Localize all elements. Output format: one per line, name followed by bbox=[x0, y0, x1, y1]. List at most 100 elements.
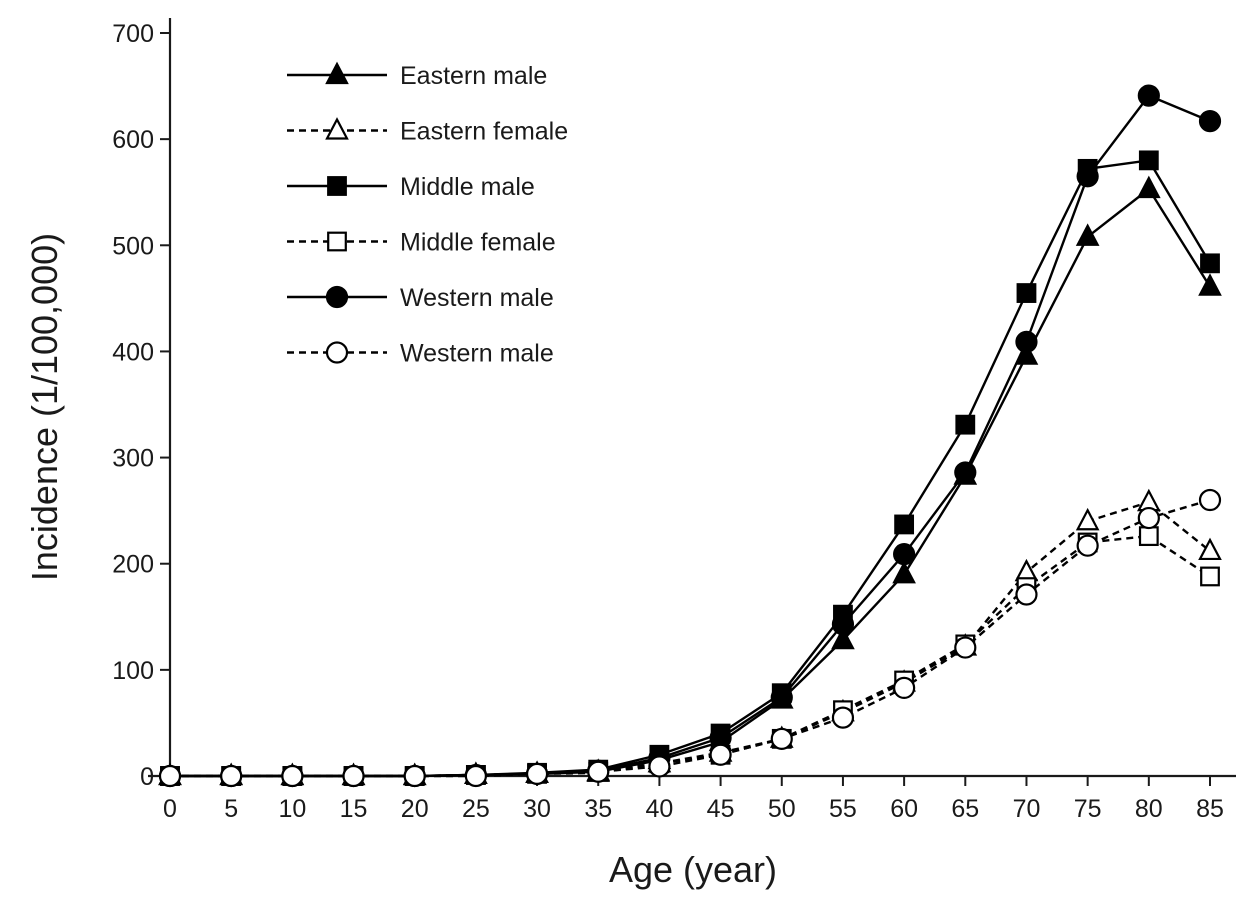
legend-marker bbox=[325, 117, 349, 140]
x-tick-label: 20 bbox=[401, 795, 429, 823]
x-tick-label: 30 bbox=[523, 795, 551, 823]
data-point bbox=[1137, 506, 1160, 530]
series-line bbox=[170, 159, 1212, 778]
legend-item: Eastern female bbox=[287, 117, 568, 146]
legend-label: Western male bbox=[400, 284, 554, 312]
x-tick-label: 35 bbox=[584, 795, 612, 823]
data-point bbox=[1200, 253, 1220, 274]
data-point bbox=[1076, 165, 1099, 188]
x-tick-label: 50 bbox=[768, 795, 796, 823]
legend-marker bbox=[325, 61, 349, 85]
y-axis-title: Incidence (1/100,000) bbox=[24, 233, 65, 581]
data-point bbox=[709, 743, 732, 766]
series-layer bbox=[158, 84, 1222, 788]
x-tick-label: 70 bbox=[1013, 795, 1041, 823]
y-tick-label: 200 bbox=[112, 551, 154, 579]
data-point bbox=[894, 514, 915, 535]
legend-label: Middle female bbox=[400, 229, 556, 257]
data-point bbox=[831, 613, 855, 636]
data-point bbox=[158, 764, 182, 788]
data-point bbox=[893, 676, 916, 700]
series-3 bbox=[160, 526, 1220, 786]
x-tick-label: 85 bbox=[1196, 795, 1224, 823]
data-point bbox=[892, 560, 916, 584]
data-point bbox=[587, 760, 610, 783]
y-tick-label: 0 bbox=[140, 763, 154, 791]
y-tick-label: 300 bbox=[112, 445, 154, 473]
data-point bbox=[403, 764, 426, 788]
axes: 0 100 200 300 400 500 600 700 0 5 10 15 20 25 30 35 40 45… bbox=[112, 18, 1236, 823]
legend-item: Middle male bbox=[287, 173, 535, 201]
y-tick-label: 400 bbox=[112, 338, 154, 366]
x-tick-label: 15 bbox=[340, 795, 368, 823]
series-2 bbox=[160, 150, 1220, 786]
x-tick-label: 0 bbox=[163, 795, 177, 823]
data-point bbox=[1015, 583, 1038, 606]
x-tick-label: 60 bbox=[890, 795, 918, 823]
data-point bbox=[955, 414, 976, 435]
y-tick-label: 700 bbox=[112, 20, 154, 48]
x-tick-label: 5 bbox=[224, 795, 238, 823]
y-tick-label: 600 bbox=[112, 126, 154, 154]
legend-label: Western male bbox=[400, 340, 554, 368]
data-point bbox=[831, 706, 855, 729]
data-point bbox=[1137, 84, 1160, 107]
data-point bbox=[1138, 150, 1159, 171]
legend-item: Western male bbox=[287, 284, 554, 312]
x-tick-label: 40 bbox=[646, 795, 674, 823]
data-point bbox=[770, 727, 793, 750]
x-tick-label: 80 bbox=[1135, 795, 1163, 823]
data-point bbox=[1198, 537, 1222, 561]
series-5 bbox=[158, 488, 1222, 788]
series-0 bbox=[158, 175, 1222, 786]
legend-marker bbox=[325, 285, 349, 309]
data-point bbox=[220, 764, 243, 788]
data-point bbox=[893, 543, 916, 566]
legend-label: Eastern female bbox=[400, 118, 568, 146]
data-point bbox=[281, 764, 304, 788]
legend-label: Eastern male bbox=[400, 62, 547, 90]
data-point bbox=[1076, 534, 1099, 557]
series-1 bbox=[158, 488, 1222, 786]
data-point bbox=[525, 762, 549, 785]
data-point bbox=[954, 636, 977, 659]
legend-item: Western male bbox=[287, 340, 554, 368]
data-point bbox=[954, 461, 977, 484]
data-point bbox=[1016, 283, 1037, 303]
data-point bbox=[770, 686, 793, 709]
series-4 bbox=[158, 84, 1222, 788]
x-tick-label: 55 bbox=[829, 795, 857, 823]
data-point bbox=[1137, 175, 1161, 199]
legend-label: Middle male bbox=[400, 173, 535, 201]
x-tick-label: 65 bbox=[951, 795, 979, 823]
legend-item: Eastern male bbox=[287, 61, 547, 90]
x-tick-label: 45 bbox=[707, 795, 735, 823]
data-point bbox=[1198, 273, 1222, 296]
data-point bbox=[831, 626, 855, 650]
x-tick-label: 25 bbox=[462, 795, 490, 823]
x-tick-label: 10 bbox=[278, 795, 306, 823]
data-point bbox=[1198, 488, 1222, 512]
legend-marker bbox=[327, 176, 347, 196]
data-point bbox=[1198, 109, 1222, 133]
x-axis-title: Age (year) bbox=[609, 849, 777, 890]
legend-marker bbox=[325, 341, 349, 364]
series-line bbox=[170, 94, 1211, 778]
series-line bbox=[170, 187, 1212, 778]
data-point bbox=[342, 764, 365, 788]
series-line bbox=[170, 500, 1211, 778]
data-point bbox=[464, 764, 487, 788]
series-line bbox=[170, 498, 1211, 778]
legend: Eastern male Eastern female Middle male Mid… bbox=[287, 61, 568, 368]
data-point bbox=[648, 755, 671, 778]
y-tick-label: 500 bbox=[112, 232, 154, 260]
legend-marker bbox=[327, 231, 347, 252]
data-point bbox=[1075, 507, 1100, 531]
data-point bbox=[1138, 526, 1159, 547]
x-tick-label: 75 bbox=[1074, 795, 1102, 823]
legend-item: Middle female bbox=[287, 229, 556, 257]
data-point bbox=[1075, 223, 1100, 246]
data-point bbox=[1200, 566, 1220, 587]
